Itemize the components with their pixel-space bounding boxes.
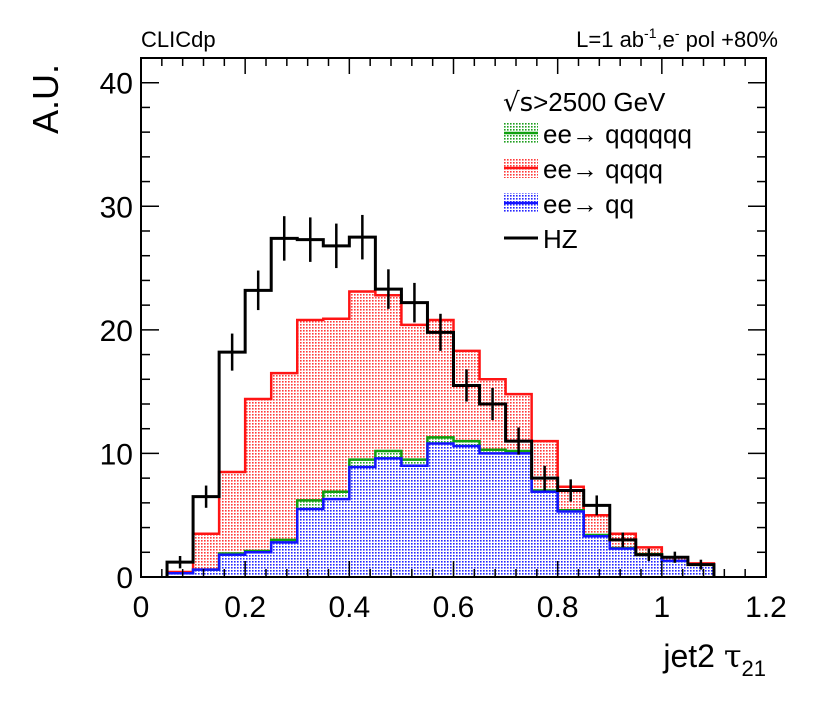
bar-stack-base-7 <box>349 467 376 577</box>
legend-label-hz: HZ <box>543 224 578 254</box>
header-lumi-sup: -1 <box>644 25 657 41</box>
legend-label-qq: ee→ qq <box>543 189 634 219</box>
bar-stack-base-14 <box>531 491 558 577</box>
bar-stack-base-3 <box>245 552 272 577</box>
bar-stack-base-17 <box>609 548 636 577</box>
y-tick-label-2: 20 <box>100 315 133 348</box>
legend-energy: √s>2500 GeV <box>503 87 666 118</box>
bar-stack-base-4 <box>271 542 298 577</box>
bar-stack-base-18 <box>635 554 662 577</box>
x-axis-title-greek: τ <box>724 637 742 675</box>
legend-label-qqqqqq: ee→ qqqqqq <box>543 119 692 149</box>
legend: √s>2500 GeV ee→ qqqqqq ee→ qqqq ee→ qq H… <box>503 87 692 254</box>
bar-stack-base-0 <box>167 573 194 577</box>
header-left: CLICdp <box>141 27 216 52</box>
bar-stack-base-5 <box>297 509 324 577</box>
x-tick-label-0: 0 <box>133 591 150 624</box>
x-tick-label-1: 0.2 <box>224 591 266 624</box>
y-tick-label-1: 10 <box>100 438 133 471</box>
header-lumi: L=1 ab <box>576 27 644 52</box>
bar-stack-base-15 <box>557 511 584 577</box>
bar-stack-base-10 <box>427 443 454 577</box>
bar-stack-base-20 <box>687 564 714 577</box>
header-pol: pol +80% <box>680 27 778 52</box>
x-tick-label-4: 0.8 <box>537 591 579 624</box>
x-axis-title-sub: 21 <box>742 656 766 681</box>
legend-energy-rest: >2500 GeV <box>533 87 666 117</box>
x-axis-title: jet2 τ21 <box>662 637 766 681</box>
bar-stack-total-3 <box>245 399 272 577</box>
bar-stack-base-19 <box>661 560 688 577</box>
legend-label-qqqq: ee→ qqqq <box>543 154 663 184</box>
bar-stack-base-16 <box>583 536 610 577</box>
y-tick-label-4: 40 <box>100 68 133 101</box>
header-right: L=1 ab-1,e- pol +80% <box>576 25 778 52</box>
bar-stack-base-12 <box>479 453 506 577</box>
bar-stack-base-9 <box>401 465 428 577</box>
x-tick-label-2: 0.4 <box>328 591 370 624</box>
y-tick-label-3: 30 <box>100 191 133 224</box>
axes: 0 0.2 0.4 0.6 0.8 1 1.2 0 10 20 30 40 <box>100 57 787 624</box>
bar-stack-base-2 <box>219 554 246 577</box>
y-tick-label-0: 0 <box>116 562 133 595</box>
bar-stack-base-6 <box>323 499 350 577</box>
x-tick-label-3: 0.6 <box>433 591 475 624</box>
bar-stack-base-11 <box>453 446 480 577</box>
y-axis-title: A.U. <box>25 64 66 134</box>
bar-stack-base-1 <box>193 569 220 577</box>
x-axis-title-main: jet2 <box>662 638 723 674</box>
bar-stack-base-8 <box>375 458 402 577</box>
x-tick-label-6: 1.2 <box>745 591 787 624</box>
header-beam-sup: - <box>675 25 680 41</box>
x-tick-label-5: 1 <box>653 591 670 624</box>
legend-energy-root: √s <box>503 88 533 118</box>
plot-area <box>165 214 716 577</box>
header-beam: ,e <box>657 27 675 52</box>
bar-stack-base-13 <box>505 453 532 577</box>
